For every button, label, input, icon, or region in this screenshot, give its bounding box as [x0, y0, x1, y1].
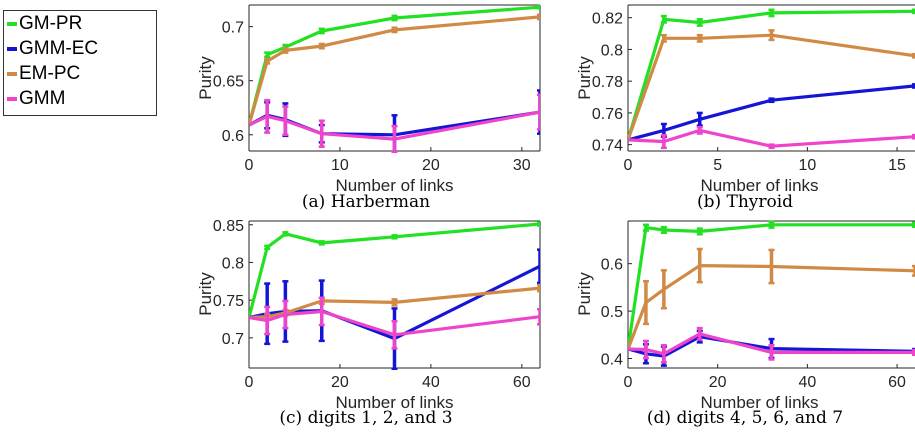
series-line-gmm	[249, 309, 540, 337]
x-axis-label: Number of links	[700, 176, 818, 195]
y-axis-label: Purity	[575, 56, 594, 100]
y-tick-label: 0.4	[601, 352, 623, 369]
legend-entry-gm-pr: GM-PR	[7, 12, 82, 36]
x-tick-label: 30	[513, 157, 531, 174]
series-line-gmm-ec	[628, 84, 915, 142]
legend-label: GMM	[19, 88, 66, 109]
series-line-gmm-ec	[628, 335, 915, 358]
y-tick-label: 0.74	[592, 138, 623, 155]
chart-panel-0: 0.6 0.65 0.7 0 10 20 30 Number of links Purity	[196, 4, 541, 195]
x-tick-label: 40	[798, 374, 816, 391]
y-tick-label: 0.8	[601, 42, 623, 59]
legend-label: GM-PR	[19, 13, 83, 34]
series-group	[249, 221, 540, 370]
series-group	[628, 8, 915, 150]
y-tick-label: 0.85	[213, 218, 244, 235]
series-line-gmm-ec	[249, 264, 540, 341]
legend-swatch-gmm	[7, 97, 17, 101]
y-tick-label: 0.78	[592, 74, 623, 91]
chart-panel-2: 0.7 0.75 0.8 0.85 0 20 40 60 Number of links Puri…	[196, 218, 541, 412]
legend-entry-em-pc: EM-PC	[7, 62, 80, 86]
y-axis-label: Purity	[196, 272, 215, 316]
x-tick-label: 20	[709, 374, 727, 391]
x-tick-label: 10	[798, 157, 816, 174]
legend-entry-gmm: GMM	[7, 87, 65, 111]
caption-digits-4567: (d) digits 4, 5, 6, and 7	[646, 408, 844, 428]
x-tick-label: 15	[888, 157, 906, 174]
series-group	[628, 220, 915, 367]
y-tick-label: 0.6	[601, 257, 623, 274]
x-tick-label: 20	[331, 374, 349, 391]
legend-entry-gmm-ec: GMM-EC	[7, 37, 98, 61]
series-line-gmm	[628, 332, 915, 356]
y-axis-label: Purity	[196, 56, 215, 100]
x-tick-label: 10	[331, 157, 349, 174]
legend-swatch-gmm-ec	[7, 47, 17, 51]
x-tick-label: 0	[245, 374, 254, 391]
series-line-em-pc	[249, 15, 540, 126]
series-line-em-pc	[628, 264, 915, 350]
legend-label: EM-PC	[19, 63, 81, 84]
series-line-em-pc	[628, 33, 915, 141]
series-line-gmm	[249, 110, 540, 141]
series-group	[249, 4, 540, 153]
x-tick-label: 60	[888, 374, 906, 391]
caption-harberman: (a) Harberman	[301, 192, 431, 212]
y-tick-label: 0.5	[601, 304, 623, 321]
series-line-em-pc	[249, 286, 540, 320]
x-tick-label: 0	[624, 374, 633, 391]
legend-swatch-gm-pr	[7, 22, 17, 26]
x-tick-label: 40	[422, 374, 440, 391]
y-tick-label: 0.7	[222, 331, 244, 348]
y-tick-label: 0.75	[213, 293, 244, 310]
y-tick-label: 0.76	[592, 106, 623, 123]
x-axis-label: Number of links	[335, 176, 453, 195]
x-tick-label: 5	[713, 157, 722, 174]
series-line-gm-pr	[249, 5, 540, 126]
y-tick-label: 0.6	[222, 128, 244, 145]
caption-digits-123: (c) digits 1, 2, and 3	[279, 408, 453, 428]
y-tick-label: 0.82	[592, 11, 623, 28]
series-line-gm-pr	[628, 223, 915, 350]
y-tick-label: 0.8	[222, 255, 244, 272]
y-tick-label: 0.7	[222, 20, 244, 37]
x-tick-label: 0	[245, 157, 254, 174]
y-axis-label: Purity	[575, 272, 594, 316]
x-axis-label: Number of links	[335, 393, 453, 412]
chart-panel-1: 0.74 0.76 0.78 0.8 0.82 0 5 10 15 Number of links…	[575, 4, 915, 195]
x-tick-label: 0	[624, 157, 633, 174]
caption-thyroid: (b) Thyroid	[696, 192, 794, 212]
x-tick-label: 60	[513, 374, 531, 391]
x-axis-label: Number of links	[700, 393, 818, 412]
legend-label: GMM-EC	[19, 38, 99, 59]
legend-swatch-em-pc	[7, 72, 17, 76]
y-tick-label: 0.65	[213, 74, 244, 91]
x-tick-label: 20	[422, 157, 440, 174]
legend: GM-PR GMM-EC EM-PC GMM	[3, 10, 157, 116]
chart-panel-3: 0.4 0.5 0.6 0 20 40 60 Number of links Purity	[575, 220, 915, 412]
series-line-gm-pr	[249, 222, 540, 318]
